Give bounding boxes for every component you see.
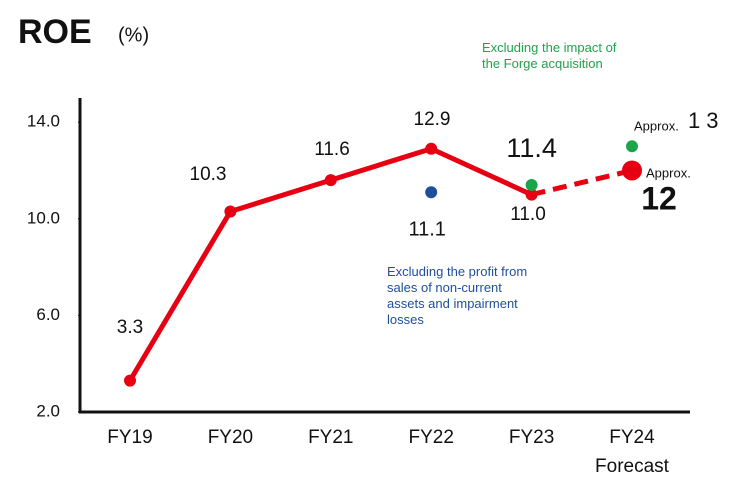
roe-point — [525, 188, 538, 201]
adjusted-note: Excluding the profit from sales of non-c… — [387, 264, 528, 327]
value-label: 11.6 — [314, 139, 350, 160]
value-label: 3.3 — [117, 317, 143, 338]
x-tick-label: FY19 — [107, 427, 152, 448]
forge-note: Excluding the impact of the Forge acquis… — [482, 40, 617, 71]
roe-point — [324, 174, 337, 187]
y-tick-label: 2.0 — [36, 401, 60, 420]
value-label: 12.9 — [414, 109, 451, 130]
chart-title: ROE — [18, 13, 92, 51]
roe-forecast-line — [531, 168, 633, 198]
value-label: 11.0 — [510, 204, 546, 225]
x-tick-label: FY24 — [609, 427, 655, 448]
forge-value-label: 11.4 — [506, 133, 557, 163]
y-tick-label: 6.0 — [36, 305, 60, 324]
forecast-label: Forecast — [595, 456, 670, 477]
approx-label: Approx. — [646, 165, 691, 180]
roe-point — [622, 160, 642, 181]
forge-point — [525, 178, 538, 191]
adjusted-point — [425, 186, 438, 199]
y-tick-label: 14.0 — [27, 112, 60, 131]
x-tick-label: FY21 — [308, 427, 353, 448]
roe-point — [124, 374, 136, 387]
roe-point — [425, 142, 438, 155]
roe-point — [224, 205, 237, 218]
value-label: 10.3 — [190, 164, 227, 185]
forge-point — [626, 140, 638, 153]
forge-forecast-label: 13 — [688, 108, 724, 133]
unit-label: (%) — [118, 24, 149, 46]
adjusted-value-label: 11.1 — [408, 218, 445, 240]
approx-label: Approx. — [634, 118, 679, 133]
x-tick-label: FY22 — [408, 427, 453, 448]
x-tick-label: FY20 — [208, 427, 253, 448]
forecast-value-label: 12 — [641, 180, 677, 216]
y-tick-label: 10.0 — [27, 208, 60, 227]
x-tick-label: FY23 — [509, 427, 554, 448]
